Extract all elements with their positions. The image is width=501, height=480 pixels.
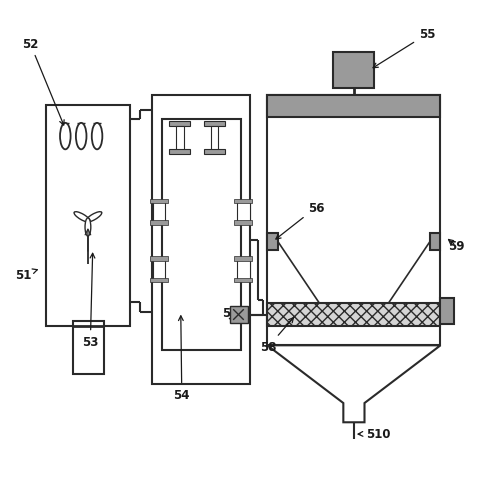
Text: 51: 51 bbox=[15, 268, 38, 281]
Text: 58: 58 bbox=[260, 318, 294, 353]
Bar bbox=[204, 121, 225, 127]
Ellipse shape bbox=[86, 212, 102, 223]
Text: 55: 55 bbox=[373, 28, 435, 69]
Bar bbox=[237, 202, 249, 223]
Text: 54: 54 bbox=[173, 316, 190, 401]
Bar bbox=[234, 278, 253, 283]
Bar bbox=[234, 221, 253, 225]
Bar bbox=[268, 233, 278, 251]
Text: 52: 52 bbox=[22, 38, 64, 126]
Bar bbox=[153, 259, 165, 280]
Bar bbox=[234, 257, 253, 261]
Bar bbox=[430, 233, 440, 251]
Bar bbox=[150, 221, 168, 225]
Bar bbox=[440, 299, 454, 324]
Text: 510: 510 bbox=[358, 427, 390, 440]
Bar bbox=[230, 306, 248, 324]
Bar bbox=[150, 199, 168, 204]
Polygon shape bbox=[268, 346, 440, 422]
Bar bbox=[152, 96, 250, 384]
Bar bbox=[150, 278, 168, 283]
Bar bbox=[161, 120, 241, 350]
Ellipse shape bbox=[74, 212, 90, 223]
Bar bbox=[268, 303, 440, 326]
Bar bbox=[334, 53, 374, 89]
Bar bbox=[169, 121, 190, 127]
Ellipse shape bbox=[85, 218, 91, 237]
Ellipse shape bbox=[92, 123, 102, 150]
Text: 59: 59 bbox=[448, 240, 464, 252]
Bar bbox=[176, 126, 184, 151]
Bar bbox=[153, 202, 165, 223]
Bar bbox=[268, 96, 440, 346]
Bar bbox=[268, 96, 440, 118]
Ellipse shape bbox=[76, 123, 87, 150]
Bar bbox=[46, 106, 130, 326]
Text: 53: 53 bbox=[82, 254, 99, 348]
Text: 57: 57 bbox=[221, 307, 238, 323]
Text: 56: 56 bbox=[276, 201, 325, 240]
Bar bbox=[237, 259, 249, 280]
Bar bbox=[234, 199, 253, 204]
Bar bbox=[150, 257, 168, 261]
Bar bbox=[73, 322, 104, 374]
Ellipse shape bbox=[60, 123, 71, 150]
Bar bbox=[204, 150, 225, 155]
Bar bbox=[169, 150, 190, 155]
Bar bbox=[210, 126, 218, 151]
